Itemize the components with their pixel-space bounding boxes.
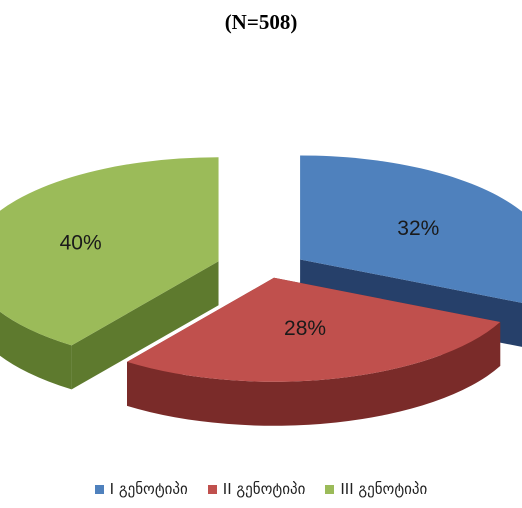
slice-2-top xyxy=(127,277,501,382)
data-label-3: 40% xyxy=(60,232,102,255)
legend-label-3: III გენოტიპი xyxy=(340,480,428,498)
slice-1-top xyxy=(300,155,522,303)
legend-item-genotype-2: II გენოტიპი xyxy=(207,480,306,498)
slice-3-outer-wall xyxy=(0,311,72,390)
legend-item-genotype-3: III გენოტიპი xyxy=(325,480,427,498)
legend-swatch-1 xyxy=(94,484,104,494)
slice-3-side-1 xyxy=(71,261,219,390)
data-label-2: 28% xyxy=(284,317,326,340)
legend-label-1: I გენოტიპი xyxy=(109,480,188,498)
pie-plot-area: 32% 28% 40% xyxy=(0,155,522,426)
legend-item-genotype-1: I გენოტიპი xyxy=(94,480,188,498)
pie-slice-2: 28% xyxy=(127,277,501,426)
legend: I გენოტიპი II გენოტიპი III გენოტიპი xyxy=(0,480,522,498)
data-label-1: 32% xyxy=(397,217,439,240)
legend-swatch-2 xyxy=(207,484,217,494)
slice-3-top xyxy=(0,157,219,346)
legend-label-2: II გენოტიპი xyxy=(222,480,306,498)
legend-swatch-3 xyxy=(325,484,335,494)
chart-title: (N=508) xyxy=(224,10,298,34)
pie-slice-3: 40% xyxy=(0,157,219,390)
slice-2-outer-wall xyxy=(127,322,501,426)
